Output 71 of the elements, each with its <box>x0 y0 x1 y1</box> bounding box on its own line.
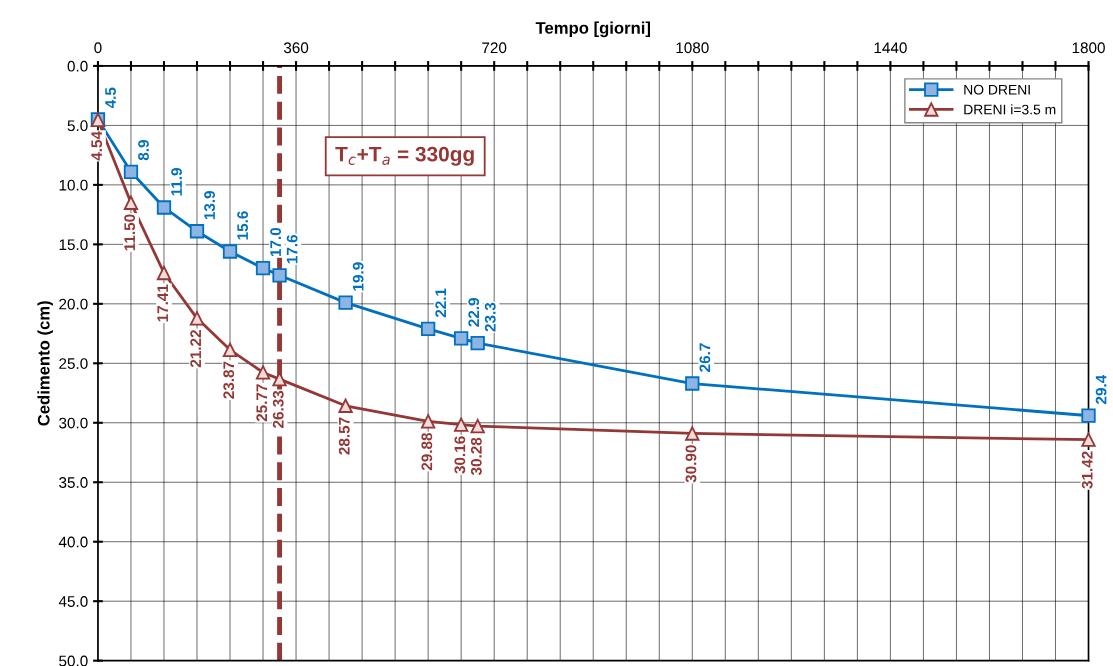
y-tick-label: 10.0 <box>59 179 88 191</box>
data-label: 26.7 <box>699 343 711 372</box>
data-label: 11.50 <box>124 214 136 251</box>
point <box>156 265 172 281</box>
point <box>123 195 139 210</box>
data-label: 26.33 <box>272 390 284 428</box>
data-label: 28.57 <box>338 417 350 455</box>
point <box>222 244 238 259</box>
data-label: 30.16 <box>454 436 466 474</box>
point <box>453 331 469 346</box>
y-axis-title: Cedimento (cm) <box>37 301 53 426</box>
y-tick-label: 5.0 <box>67 120 88 132</box>
y-tick-label: 30.0 <box>59 417 88 429</box>
point <box>338 295 353 310</box>
data-label: 31.42 <box>1081 451 1093 489</box>
data-label: 17.0 <box>270 227 282 257</box>
data-label: 23.3 <box>484 302 496 332</box>
y-tick-label: 25.0 <box>59 358 88 369</box>
y-tick-label: 15.0 <box>59 239 88 251</box>
data-label: 17.41 <box>157 284 168 322</box>
point <box>156 200 172 215</box>
data-label: 17.6 <box>286 234 298 264</box>
data-label: 23.87 <box>223 361 235 399</box>
data-label: 30.90 <box>685 445 697 483</box>
point <box>222 342 238 358</box>
x-axis-title: Tempo [giorni] <box>535 21 651 38</box>
y-tick-label: 50.0 <box>59 655 88 666</box>
data-label: 30.28 <box>470 437 482 476</box>
point <box>255 260 271 276</box>
point <box>189 311 205 326</box>
legend-label: DRENI i=3.5 m <box>964 104 1056 115</box>
point <box>1081 408 1096 423</box>
x-tick-label: 1440 <box>874 42 907 54</box>
ref-line-label: T$_{c}$+T$_{a}$ = 330gg <box>335 146 474 166</box>
y-tick-label: 35.0 <box>59 477 88 488</box>
point <box>420 414 436 429</box>
data-label: 13.9 <box>204 190 216 220</box>
point <box>685 376 700 391</box>
point <box>453 417 469 432</box>
y-tick-label: 0.0 <box>67 60 88 72</box>
point <box>123 164 139 179</box>
y-tick-label: 45.0 <box>58 596 88 607</box>
x-tick-label: 1800 <box>1072 42 1105 54</box>
y-tick-label: 20.0 <box>59 298 88 310</box>
legend-label: NO DRENI <box>964 84 1030 95</box>
data-label: 4.5 <box>105 87 116 109</box>
x-tick-label: 0 <box>94 42 102 54</box>
data-label: 4.54 <box>91 131 103 161</box>
point <box>189 224 205 239</box>
point <box>420 321 436 336</box>
data-label: 22.1 <box>435 288 446 318</box>
data-label: 8.9 <box>138 140 149 161</box>
x-tick-label: 720 <box>482 42 507 54</box>
point <box>470 418 485 434</box>
point <box>272 268 287 283</box>
point <box>685 426 700 441</box>
point <box>470 335 485 351</box>
data-label: 19.9 <box>352 262 364 291</box>
data-label: 25.77 <box>256 384 268 422</box>
data-label: 15.6 <box>237 211 249 240</box>
x-tick-label: 1080 <box>676 42 709 54</box>
data-label: 29.88 <box>421 432 433 471</box>
point <box>255 365 271 380</box>
point <box>1081 432 1096 447</box>
data-label: 21.22 <box>190 330 201 368</box>
y-tick-label: 40.0 <box>58 536 88 548</box>
x-tick-label: 360 <box>283 42 309 54</box>
data-label: 29.4 <box>1095 374 1107 404</box>
data-label: 11.9 <box>171 168 182 196</box>
data-label: 22.9 <box>468 298 480 327</box>
point <box>338 398 353 413</box>
